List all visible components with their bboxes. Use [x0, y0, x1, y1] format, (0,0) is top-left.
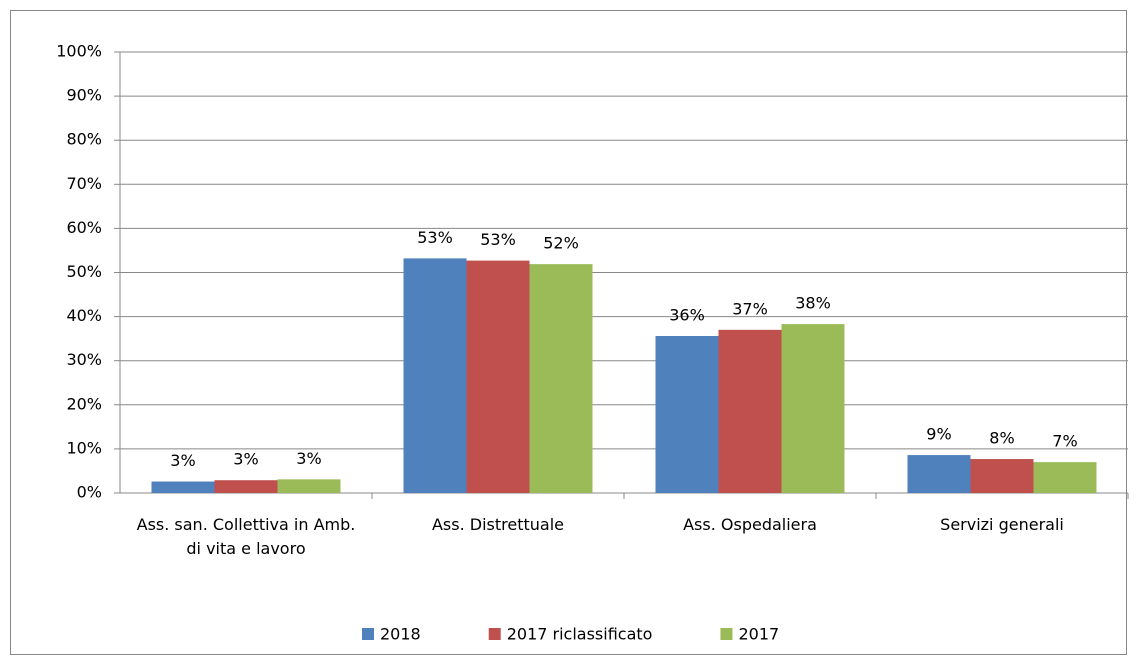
y-tick-label: 30%	[66, 350, 102, 369]
data-label: 53%	[417, 228, 453, 247]
y-tick-label: 0%	[77, 483, 102, 502]
data-label: 7%	[1052, 432, 1077, 451]
bar	[214, 480, 278, 493]
y-tick-label: 70%	[66, 174, 102, 193]
bar	[151, 481, 215, 493]
bar	[466, 260, 530, 493]
data-label: 38%	[795, 294, 831, 313]
y-tick-label: 10%	[66, 438, 102, 457]
bar	[403, 258, 467, 493]
legend-label: 2017	[738, 625, 779, 644]
x-tick-label: Servizi generali	[940, 515, 1064, 534]
chart-border	[10, 10, 1127, 655]
bar	[655, 336, 719, 493]
bar	[529, 264, 593, 493]
data-label: 52%	[543, 234, 579, 253]
bar	[970, 459, 1034, 493]
data-label: 53%	[480, 230, 516, 249]
y-tick-label: 80%	[66, 130, 102, 149]
x-tick-label: Ass. Distrettuale	[431, 515, 564, 534]
y-tick-label: 40%	[66, 306, 102, 325]
y-tick-label: 100%	[56, 42, 102, 61]
bar	[277, 479, 341, 493]
data-label: 9%	[926, 425, 951, 444]
y-tick-label: 90%	[66, 86, 102, 105]
legend-swatch	[362, 628, 374, 640]
bar	[718, 329, 782, 493]
bar	[907, 455, 971, 493]
legend-swatch	[488, 628, 501, 640]
y-tick-label: 60%	[66, 218, 102, 237]
data-label: 36%	[669, 306, 705, 325]
bar	[781, 324, 845, 493]
legend-label: 2017 riclassificato	[507, 625, 653, 644]
data-label: 3%	[296, 449, 321, 468]
x-tick-label: Ass. Ospedaliera	[683, 515, 817, 534]
x-tick-label: Ass. san. Collettiva in Amb. di vita e l…	[136, 515, 356, 558]
data-label: 8%	[989, 429, 1014, 448]
bar	[1033, 462, 1097, 493]
y-tick-label: 20%	[66, 394, 102, 413]
legend-swatch	[720, 628, 733, 640]
data-label: 3%	[233, 450, 258, 469]
y-tick-label: 50%	[66, 262, 102, 281]
legend-label: 2018	[380, 625, 421, 644]
data-label: 37%	[732, 299, 768, 318]
data-label: 3%	[170, 451, 195, 470]
